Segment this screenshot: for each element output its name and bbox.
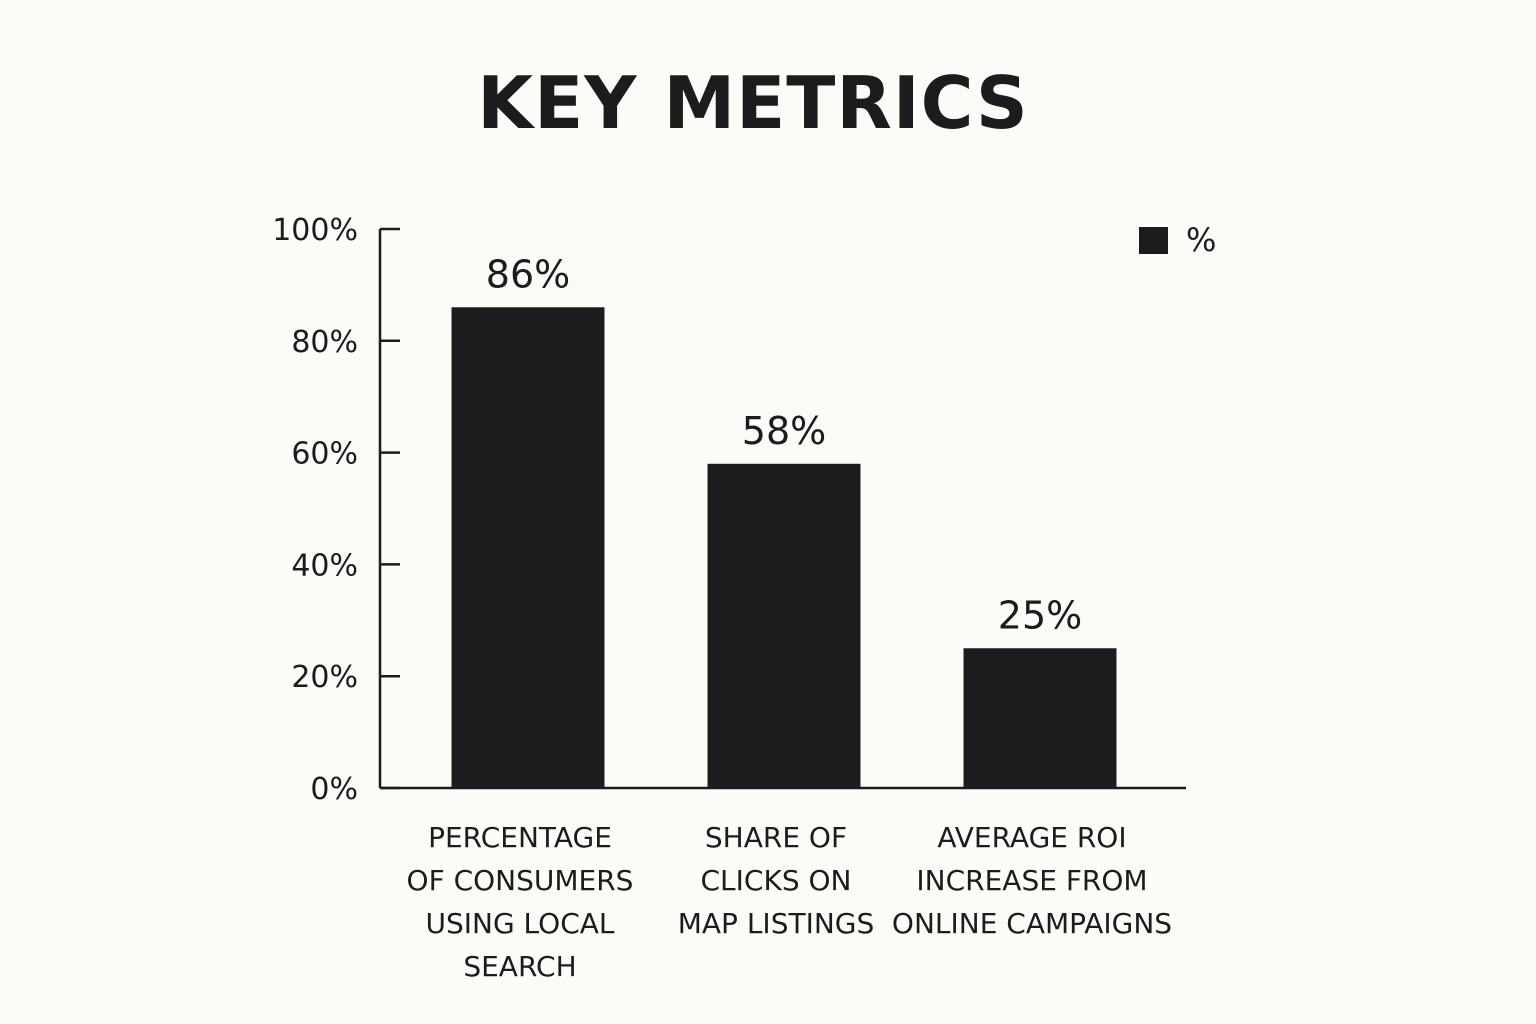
- y-axis: 0% 20% 40% 60% 80% 100%: [272, 213, 400, 807]
- bar: [963, 648, 1117, 788]
- y-tick-label: 80%: [291, 325, 358, 360]
- x-axis: PERCENTAGE OF CONSUMERS USING LOCAL SEARCH S…: [380, 786, 1186, 983]
- y-tick-label: 60%: [291, 437, 358, 472]
- y-tick-label: 40%: [291, 548, 358, 583]
- legend-label: %: [1186, 221, 1216, 259]
- x-category-label: USING LOCAL: [425, 907, 614, 940]
- x-category-label: SEARCH: [463, 950, 576, 983]
- y-tick-label: 0%: [310, 772, 358, 807]
- x-category-label: SHARE OF: [705, 821, 847, 854]
- x-category-label: ONLINE CAMPAIGNS: [892, 907, 1172, 940]
- legend: %: [1139, 221, 1216, 259]
- x-category-label: PERCENTAGE: [428, 821, 612, 854]
- y-tick-label: 100%: [272, 213, 358, 248]
- bar: [451, 307, 605, 788]
- x-category-label: OF CONSUMERS: [407, 864, 634, 897]
- x-category-label: AVERAGE ROI: [937, 821, 1126, 854]
- bar-value-label: 25%: [998, 593, 1082, 637]
- bar: [707, 463, 861, 788]
- x-category-label: INCREASE FROM: [916, 864, 1147, 897]
- x-category-label: MAP LISTINGS: [678, 907, 875, 940]
- bars: 86% 58% 25%: [451, 252, 1117, 788]
- bar-value-label: 86%: [486, 252, 570, 296]
- chart-title: KEY METRICS: [477, 61, 1028, 145]
- legend-swatch: [1139, 227, 1168, 254]
- bar-value-label: 58%: [742, 409, 826, 453]
- x-category-label: CLICKS ON: [701, 864, 852, 897]
- y-tick-label: 20%: [291, 660, 358, 695]
